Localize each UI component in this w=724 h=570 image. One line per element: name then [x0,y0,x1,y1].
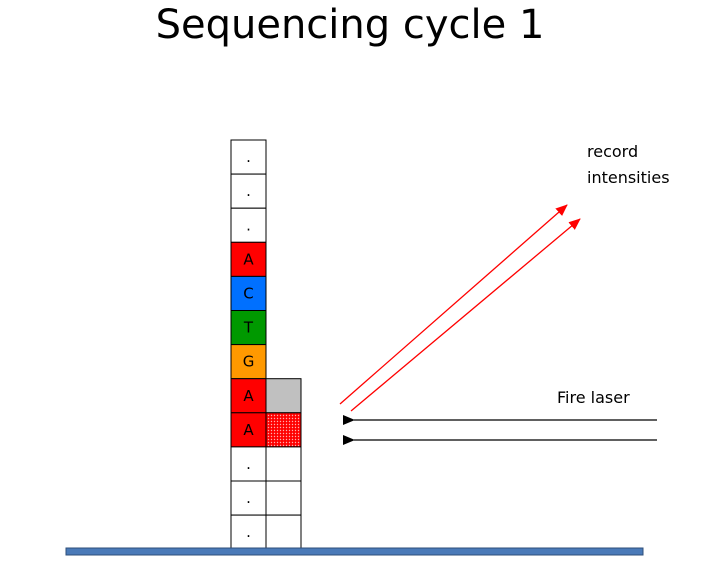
base-letter: . [246,489,251,507]
template-base-cell: A [230,412,267,448]
complement-cell [265,514,302,550]
template-base-cell: A [230,241,267,277]
emission-arrow [350,218,581,412]
base-letter: G [243,353,255,371]
emission-arrow [339,204,568,405]
template-base-cell: . [230,207,267,243]
complement-cell [265,446,302,482]
base-letter: T [243,319,254,337]
base-letter: . [246,455,251,473]
template-base-cell: . [230,480,267,516]
template-base-cell: . [230,139,267,175]
complement-strand [265,378,302,550]
template-base-cell: . [230,173,267,209]
template-strand: ...ACTGAA... [230,139,267,550]
fire-laser-label: Fire laser [557,388,630,407]
base-cell-box [230,412,267,448]
base-letter: . [246,182,251,200]
record-label-line1: record [587,142,638,161]
base-cell-box [230,446,267,482]
base-letter: A [243,421,254,439]
base-cell-box [230,514,267,550]
base-letter: A [243,387,254,405]
record-label-line2: intensities [587,168,670,187]
base-cell-box [230,207,267,243]
complement-cell [265,480,302,516]
terminator-block [265,378,302,414]
incorporated-base-fluor [265,412,302,448]
base-letter: . [246,216,251,234]
template-base-cell: G [230,344,267,380]
template-base-cell: A [230,378,267,414]
base-cell-box [230,139,267,175]
flow-cell-surface [65,547,644,556]
template-base-cell: T [230,310,267,346]
base-cell-box [230,378,267,414]
base-cell-box [230,344,267,380]
slide-title: Sequencing cycle 1 [155,2,545,48]
template-base-cell: C [230,275,267,311]
base-cell-box [230,173,267,209]
base-letter: C [243,284,253,302]
base-letter: . [246,523,251,541]
template-base-cell: . [230,514,267,550]
base-letter: A [243,250,254,268]
template-base-cell: . [230,446,267,482]
base-letter: . [246,148,251,166]
